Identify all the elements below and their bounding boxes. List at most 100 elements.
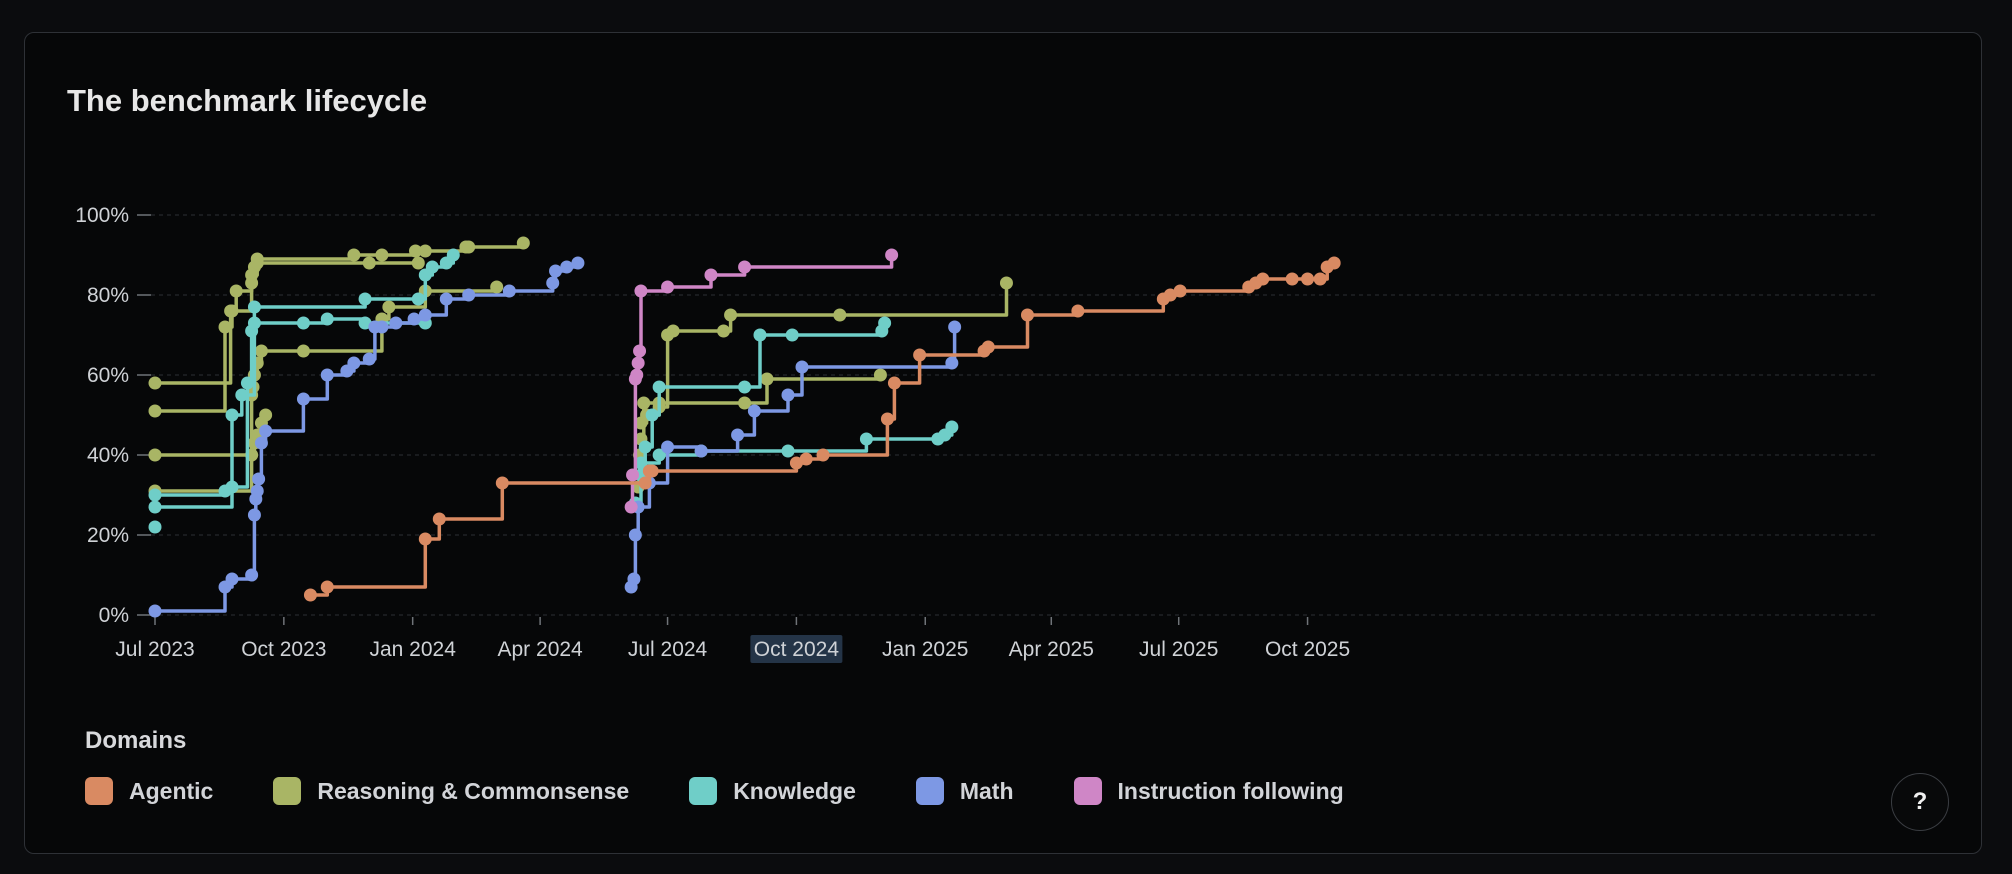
knowledge-swatch: [689, 777, 718, 805]
data-point: [347, 356, 361, 370]
data-point: [439, 292, 453, 306]
data-point: [250, 484, 264, 498]
data-point: [816, 448, 830, 462]
y-tick-label: 80%: [87, 284, 129, 307]
data-point: [462, 240, 476, 254]
help-button[interactable]: ?: [1891, 773, 1949, 831]
x-tick-label: Oct 2024: [754, 638, 840, 661]
instruction-following-swatch: [1073, 777, 1102, 805]
data-point: [411, 292, 425, 306]
legend-item-agentic[interactable]: Agentic: [85, 777, 213, 805]
data-point: [747, 404, 761, 418]
data-point: [502, 284, 516, 298]
x-tick-label: Oct 2023: [241, 638, 326, 661]
data-point: [738, 260, 752, 274]
data-point: [630, 368, 644, 382]
data-point: [320, 368, 334, 382]
data-point: [362, 352, 376, 366]
data-point: [148, 604, 162, 618]
data-point: [418, 244, 432, 258]
data-point: [887, 376, 901, 390]
legend-title: Domains: [85, 727, 187, 754]
legend-label: Instruction following: [1117, 777, 1344, 804]
data-point: [218, 484, 232, 498]
data-point: [247, 508, 261, 522]
x-tick-label: Jul 2023: [115, 638, 194, 661]
legend-item-math[interactable]: Math: [915, 777, 1014, 805]
data-point: [362, 256, 376, 270]
data-point: [218, 320, 232, 334]
data-point: [320, 580, 334, 594]
legend-label: Math: [959, 777, 1014, 804]
series-line: [155, 317, 426, 497]
data-point: [571, 256, 585, 270]
legend-item-reasoning[interactable]: Reasoning & Commonsense: [273, 777, 629, 805]
data-point: [382, 300, 396, 314]
data-point: [1163, 288, 1177, 302]
data-point: [873, 368, 887, 382]
data-point: [799, 452, 813, 466]
lifecycle-chart: 0% 20% 40% 60% 80% 100% Jul 2023 Oct 2023 Jan 20…: [75, 204, 1875, 663]
data-point: [252, 472, 266, 486]
data-point: [225, 572, 239, 586]
reasoning-swatch: [273, 777, 302, 805]
series-group: [634, 420, 959, 470]
data-point: [1071, 304, 1085, 318]
data-point: [225, 408, 239, 422]
legend-item-instruction-following[interactable]: Instruction following: [1073, 777, 1344, 805]
series-group: [634, 368, 887, 430]
series-line: [155, 261, 419, 413]
data-point: [549, 264, 563, 278]
data-point: [885, 248, 899, 262]
data-point: [631, 356, 645, 370]
data-point: [296, 316, 310, 330]
data-point: [148, 500, 162, 514]
data-point: [1173, 284, 1187, 298]
data-point: [296, 344, 310, 358]
legend-item-knowledge[interactable]: Knowledge: [689, 777, 856, 805]
data-point: [738, 396, 752, 410]
data-point: [418, 532, 432, 546]
data-point: [753, 328, 767, 342]
data-point: [913, 348, 927, 362]
data-point: [666, 324, 680, 338]
data-point: [358, 316, 372, 330]
x-tick-label: Jul 2025: [1139, 638, 1218, 661]
data-point: [495, 476, 509, 490]
data-point: [945, 356, 959, 370]
data-point: [1313, 272, 1327, 286]
data-point: [785, 328, 799, 342]
x-tick-highlight: [750, 635, 843, 663]
data-point: [833, 308, 847, 322]
series-group: [148, 256, 585, 618]
data-point: [704, 268, 718, 282]
data-point: [245, 268, 259, 282]
x-tick-label: Apr 2024: [498, 638, 584, 661]
data-point: [652, 380, 666, 394]
data-point: [148, 488, 162, 502]
x-tick-label: Jan 2024: [369, 638, 456, 661]
data-point: [645, 464, 659, 478]
data-point: [626, 468, 640, 482]
data-point: [235, 388, 249, 402]
data-point: [247, 300, 261, 314]
data-point: [259, 424, 273, 438]
series-group: [624, 320, 962, 594]
data-point: [781, 444, 795, 458]
x-tick-label: Jul 2024: [628, 638, 708, 661]
data-point: [148, 448, 162, 462]
data-point: [1256, 272, 1270, 286]
data-point: [717, 324, 731, 338]
data-point: [738, 380, 752, 394]
data-point: [1301, 272, 1315, 286]
data-point: [432, 512, 446, 526]
data-point: [296, 392, 310, 406]
data-point: [627, 572, 641, 586]
agentic-swatch: [85, 777, 113, 805]
series-group: [303, 256, 1341, 602]
y-tick-label: 40%: [87, 444, 129, 467]
data-point: [411, 256, 425, 270]
data-point: [407, 312, 421, 326]
math-swatch: [915, 777, 944, 805]
data-point: [694, 444, 708, 458]
